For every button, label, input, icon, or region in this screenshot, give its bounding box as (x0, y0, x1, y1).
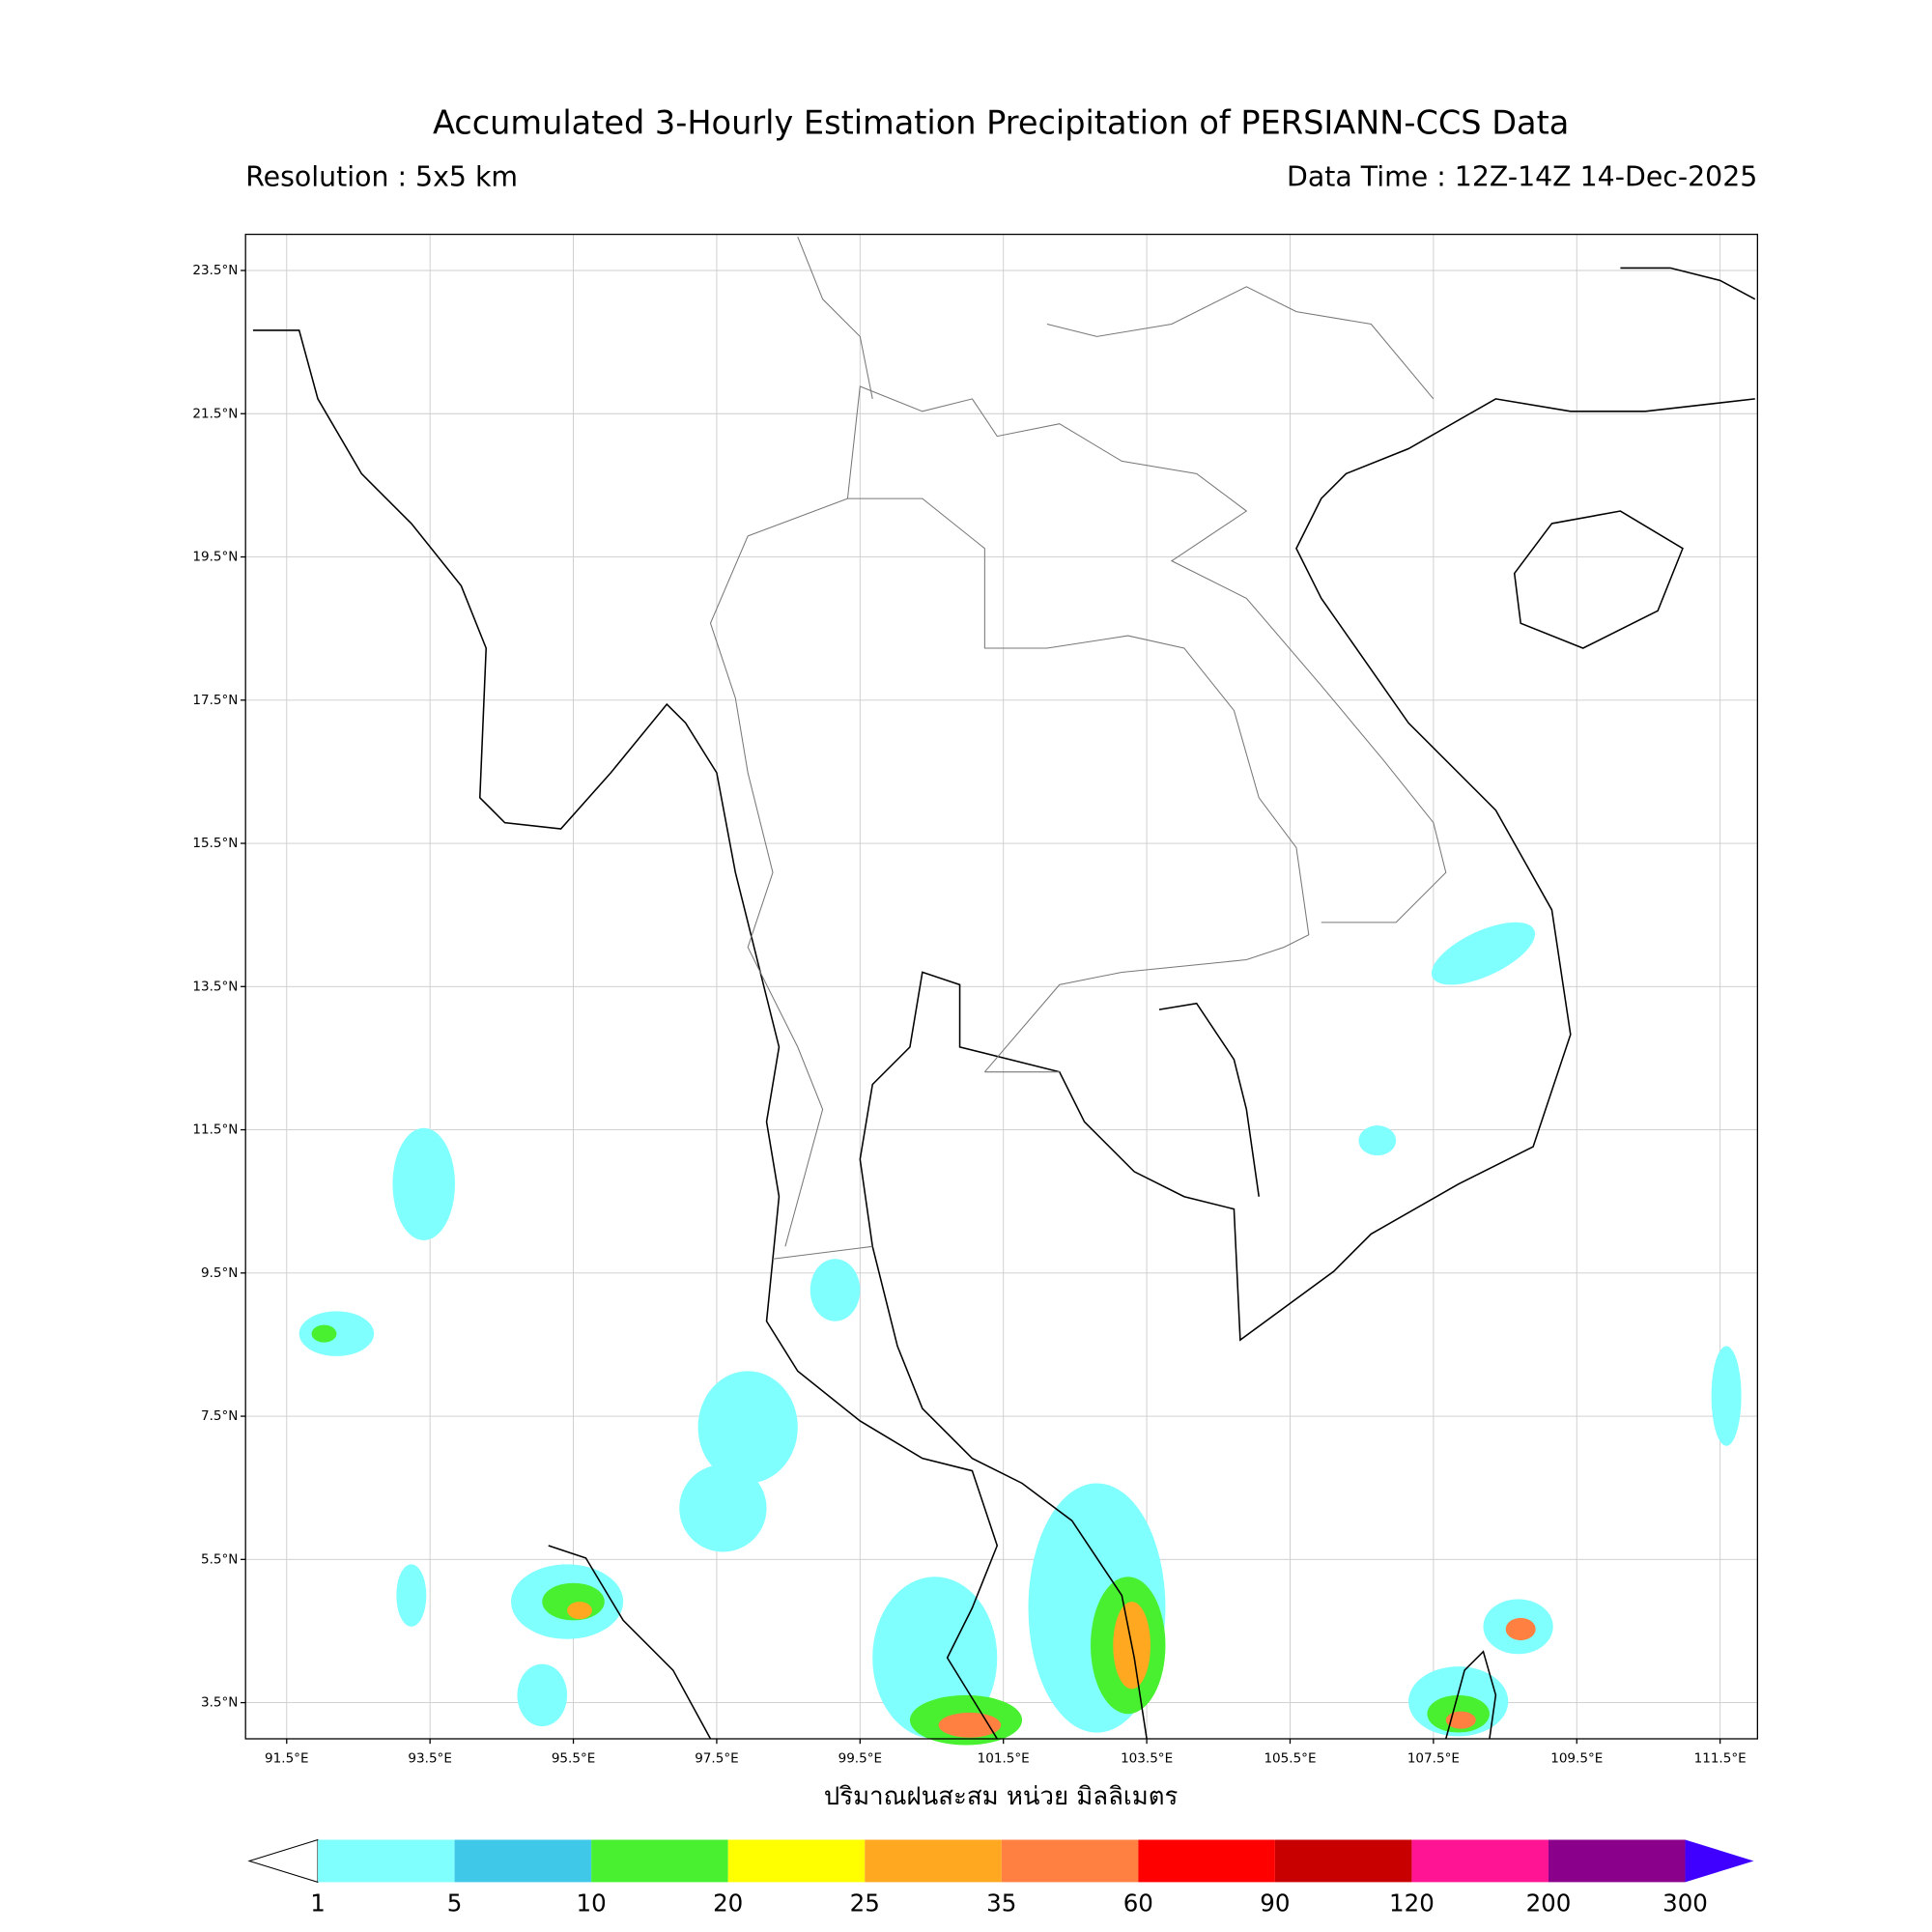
colorbar-label: 20 (713, 1889, 743, 1918)
colorbar-box (1274, 1839, 1412, 1883)
colorbar-max-extend (1685, 1839, 1754, 1883)
colorbar-min-extend (247, 1838, 319, 1884)
coastline (1513, 510, 1684, 649)
colorbar-label: 120 (1389, 1889, 1435, 1918)
map-frame (244, 233, 1758, 1740)
lon-tick-label: 105.5°E (1264, 1751, 1316, 1767)
colorbar-label: 90 (1260, 1889, 1290, 1918)
lat-tick-label: 7.5°N (201, 1408, 238, 1424)
title: Accumulated 3-Hourly Estimation Precipit… (433, 104, 1569, 142)
coastline (1620, 267, 1756, 300)
rain-area (396, 1564, 427, 1627)
rain-area (679, 1464, 767, 1552)
coastline (548, 1545, 712, 1740)
border (709, 236, 1447, 1260)
lon-tick-label: 103.5°E (1121, 1751, 1173, 1767)
colorbar: 1 5 10 20 25 35 60 90 120 200 300 (247, 1838, 1754, 1918)
colorbar-label: 60 (1123, 1889, 1153, 1918)
lat-tick-label: 23.5°N (192, 263, 238, 278)
rain-area (517, 1663, 568, 1727)
colorbar-box (591, 1839, 728, 1883)
colorbar-label: 200 (1526, 1889, 1572, 1918)
lat-tick-label: 13.5°N (192, 979, 238, 994)
rain-area (567, 1602, 592, 1620)
lon-tick-label: 93.5°E (408, 1751, 451, 1767)
rain-area (311, 1324, 337, 1343)
lat-tick-label: 15.5°N (192, 836, 238, 851)
resolution: Resolution : 5x5 km (245, 161, 518, 193)
rain-area (810, 1259, 861, 1321)
colorbar-box (318, 1839, 455, 1883)
lon-tick-label: 91.5°E (265, 1751, 308, 1767)
lon-tick-label: 99.5°E (838, 1751, 882, 1767)
lat-tick-label: 17.5°N (192, 693, 238, 708)
rain-area (1505, 1617, 1536, 1641)
precipitation (298, 922, 1742, 1746)
x-label: ปริมาณฝนสะสม หน่วย มิลลิเมตร (824, 1782, 1179, 1811)
rain-area (697, 1371, 798, 1484)
data-time: Data Time : 12Z-14Z 14-Dec-2025 (1287, 161, 1757, 193)
rain-area (938, 1712, 1002, 1738)
colorbar-box (1411, 1839, 1548, 1883)
coastline (252, 329, 999, 1740)
lon-tick-label: 97.5°E (695, 1751, 738, 1767)
lat-tick-label: 9.5°N (201, 1265, 238, 1281)
lat-tick-label: 11.5°N (192, 1122, 238, 1138)
rain-area (1445, 1711, 1476, 1729)
colorbar-label: 1 (310, 1889, 326, 1918)
lat-tick-label: 3.5°N (201, 1695, 238, 1711)
coastlines (252, 236, 1756, 1740)
colorbar-label: 25 (850, 1889, 880, 1918)
colorbar-box (727, 1839, 866, 1883)
rain-area (1431, 922, 1536, 985)
grid: 91.5°E 93.5°E 95.5°E 97.5°E 99.5°E 101.5°E 103… (192, 234, 1758, 1767)
colorbar-box (865, 1839, 1002, 1883)
colorbar-label: 300 (1662, 1889, 1708, 1918)
rain-area (392, 1127, 455, 1240)
coastline (1445, 1650, 1497, 1740)
coastline (1158, 1002, 1260, 1197)
rain-area (1711, 1346, 1742, 1446)
colorbar-box (1138, 1839, 1275, 1883)
lon-tick-label: 95.5°E (552, 1751, 595, 1767)
colorbar-box (1548, 1839, 1686, 1883)
lon-tick-label: 107.5°E (1407, 1751, 1460, 1767)
colorbar-label: 10 (577, 1889, 607, 1918)
colorbar-label: 35 (986, 1889, 1016, 1918)
colorbar-box (454, 1839, 592, 1883)
coastline (859, 398, 1755, 1740)
rain-area (1358, 1125, 1397, 1156)
lon-tick-label: 109.5°E (1550, 1751, 1603, 1767)
lat-tick-label: 21.5°N (192, 406, 238, 421)
colorbar-label: 5 (447, 1889, 463, 1918)
colorbar-box (1001, 1839, 1139, 1883)
lat-tick-label: 19.5°N (192, 550, 238, 565)
lat-tick-label: 5.5°N (201, 1551, 238, 1567)
lon-tick-label: 111.5°E (1694, 1751, 1747, 1767)
lon-tick-label: 101.5°E (978, 1751, 1030, 1767)
